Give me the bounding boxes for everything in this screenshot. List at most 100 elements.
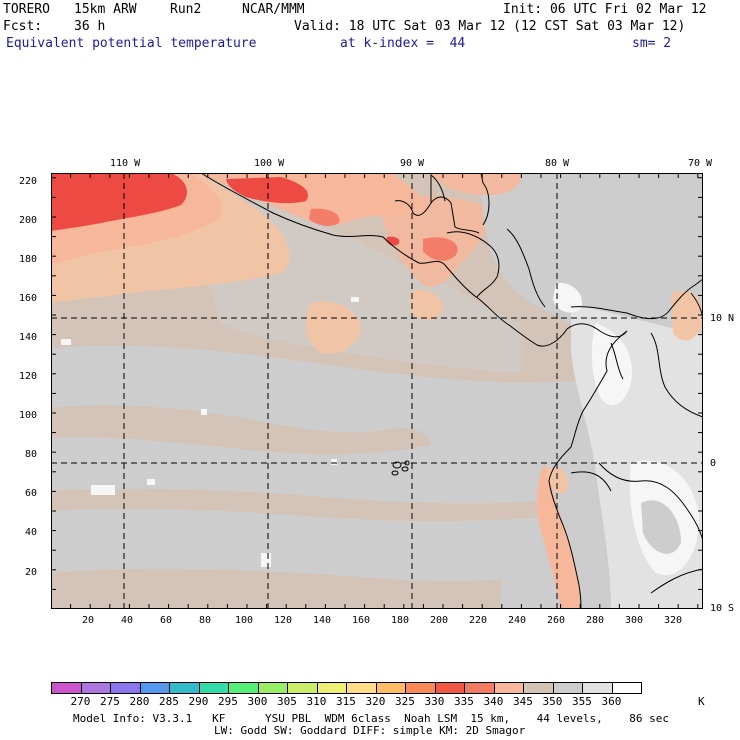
colorbar-swatch bbox=[139, 682, 170, 694]
field-name: Equivalent potential temperature bbox=[6, 36, 257, 51]
colorbar-swatch bbox=[80, 682, 111, 694]
field-360-region bbox=[591, 323, 632, 406]
field-340-region bbox=[537, 463, 581, 609]
y-tick: 180 bbox=[19, 254, 38, 265]
colorbar-label: 315 bbox=[336, 695, 356, 708]
colorbar-swatch bbox=[110, 682, 140, 694]
x-tick: 120 bbox=[274, 615, 293, 626]
level-index: at k-index = 44 bbox=[340, 36, 466, 51]
field-360-region bbox=[553, 282, 582, 313]
field-325-region bbox=[226, 177, 309, 204]
field-345-band bbox=[51, 405, 431, 455]
x-tick: 100 bbox=[235, 615, 254, 626]
x-tick: 180 bbox=[391, 615, 410, 626]
colorbar-label: 285 bbox=[159, 695, 179, 708]
lat-label-0: 0 bbox=[710, 458, 717, 469]
colorbar-swatch bbox=[51, 682, 81, 694]
colorbar-swatch bbox=[228, 682, 258, 694]
colorbar-swatch bbox=[523, 682, 553, 694]
org-label: NCAR/MMM bbox=[242, 2, 305, 17]
field-325-region bbox=[51, 173, 187, 231]
graticule bbox=[51, 173, 703, 609]
lon-label-100w: 100 W bbox=[254, 158, 285, 169]
colorbar-label: 275 bbox=[100, 695, 120, 708]
lon-label-70w: 70 W bbox=[688, 158, 713, 169]
y-tick: 80 bbox=[25, 449, 38, 460]
field-340-region bbox=[411, 289, 443, 321]
colorbar-swatch bbox=[346, 682, 376, 694]
colorbar-swatch bbox=[375, 682, 406, 694]
x-tick: 260 bbox=[547, 615, 566, 626]
map-panel bbox=[51, 172, 704, 610]
valid-time: Valid: 18 UTC Sat 03 Mar 12 (12 CST Sat … bbox=[294, 19, 686, 34]
colorbar-unit: K bbox=[698, 695, 705, 708]
colorbar-swatch bbox=[257, 682, 288, 694]
map-frame bbox=[51, 173, 703, 609]
frame-ticks bbox=[51, 173, 703, 609]
colorbar-swatch bbox=[611, 682, 642, 694]
colorbar-swatch bbox=[493, 682, 524, 694]
x-tick: 280 bbox=[586, 615, 605, 626]
field-345-band bbox=[51, 568, 501, 609]
colorbar-label: 345 bbox=[513, 695, 533, 708]
y-tick: 220 bbox=[19, 176, 38, 187]
colorbar-swatch bbox=[552, 682, 583, 694]
x-tick: 200 bbox=[430, 615, 449, 626]
y-tick: 40 bbox=[25, 527, 38, 538]
lat-label-10n: 10 N bbox=[710, 313, 735, 324]
field-350-region bbox=[51, 345, 703, 609]
field-340-region bbox=[431, 173, 522, 195]
field-345-band bbox=[51, 488, 571, 521]
colorbar-swatch bbox=[316, 682, 347, 694]
x-tick: 40 bbox=[121, 615, 134, 626]
x-tick: 20 bbox=[82, 615, 95, 626]
model-resolution: 15km ARW bbox=[74, 2, 137, 17]
run-label: Run2 bbox=[170, 2, 202, 17]
colorbar-label: 290 bbox=[188, 695, 209, 708]
colorbar-label: 310 bbox=[306, 695, 327, 708]
colorbar-label: 280 bbox=[129, 695, 150, 708]
lon-label-90w: 90 W bbox=[400, 158, 425, 169]
init-time: Init: 06 UTC Fri 02 Mar 12 bbox=[503, 2, 707, 17]
y-tick: 20 bbox=[25, 567, 38, 578]
colorbar-label: 330 bbox=[424, 695, 445, 708]
field-340-region bbox=[305, 301, 362, 354]
smoothing-value: sm= 2 bbox=[632, 36, 672, 51]
galapagos-islands bbox=[391, 460, 410, 476]
field-325-region bbox=[309, 208, 340, 226]
y-tick: 120 bbox=[19, 371, 38, 382]
x-tick: 160 bbox=[352, 615, 371, 626]
x-tick: 80 bbox=[199, 615, 212, 626]
colorbar-swatch bbox=[582, 682, 612, 694]
x-tick: 60 bbox=[160, 615, 173, 626]
y-tick: 60 bbox=[25, 488, 38, 499]
colorbar bbox=[51, 682, 642, 694]
x-tick: 300 bbox=[625, 615, 644, 626]
colorbar-label: 335 bbox=[454, 695, 474, 708]
colorbar-label: 320 bbox=[365, 695, 386, 708]
y-tick: 140 bbox=[19, 332, 38, 343]
colorbar-swatch bbox=[464, 682, 494, 694]
lon-label-110w: 110 W bbox=[110, 158, 141, 169]
y-tick: 100 bbox=[19, 410, 38, 421]
model-info-line: Model Info: V3.3.1 KF YSU PBL WDM 6class… bbox=[73, 712, 670, 725]
field-340-region bbox=[547, 467, 568, 494]
y-tick: 200 bbox=[19, 215, 38, 226]
colorbar-label: 305 bbox=[277, 695, 297, 708]
colorbar-swatch bbox=[169, 682, 199, 694]
x-tick: 240 bbox=[508, 615, 527, 626]
colorbar-swatch bbox=[405, 682, 435, 694]
field-340-region bbox=[671, 291, 703, 341]
x-tick: 320 bbox=[664, 615, 683, 626]
field-350-region bbox=[641, 500, 681, 554]
colorbar-label: 295 bbox=[218, 695, 238, 708]
colorbar-swatch bbox=[287, 682, 317, 694]
theta-e-map bbox=[51, 172, 704, 610]
model-name: TORERO bbox=[3, 2, 50, 17]
colorbar-label: 360 bbox=[601, 695, 622, 708]
x-tick: 220 bbox=[469, 615, 488, 626]
colorbar-label: 300 bbox=[247, 695, 268, 708]
colorbar-label: 270 bbox=[70, 695, 91, 708]
forecast-hours: 36 h bbox=[74, 19, 106, 34]
white-speckles bbox=[61, 297, 359, 567]
